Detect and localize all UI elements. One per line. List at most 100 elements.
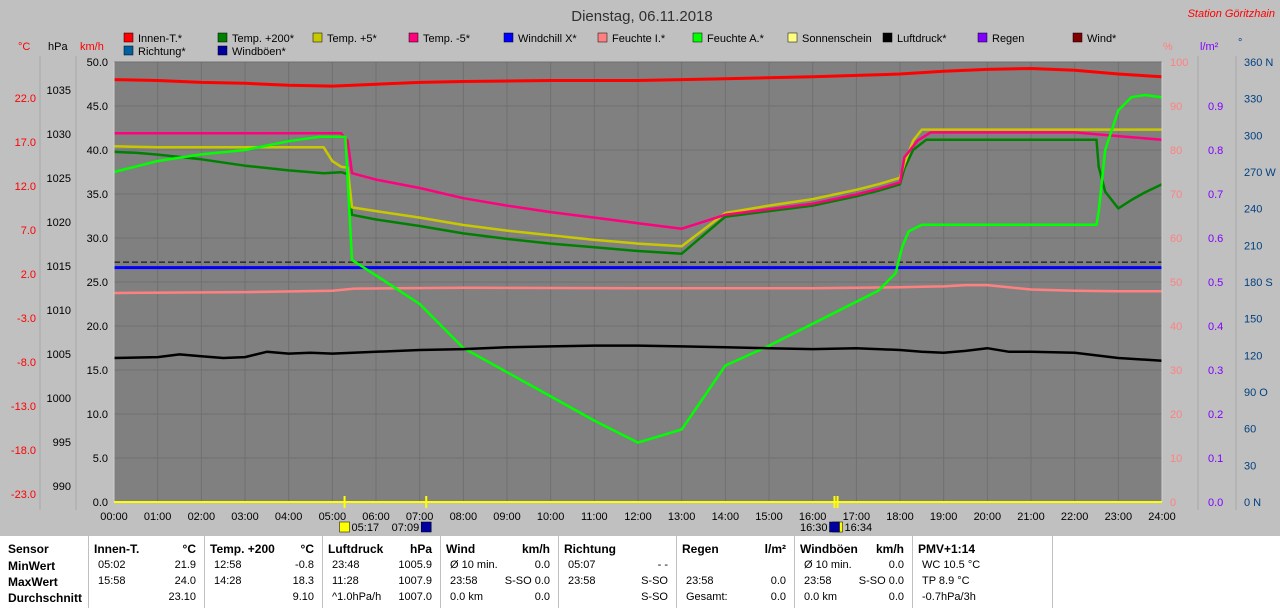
x-tick-label: 20:00 bbox=[974, 511, 1002, 523]
legend-label: Feuchte A.* bbox=[707, 33, 765, 45]
pressure-axis-tick: 1025 bbox=[47, 173, 71, 185]
x-tick-label: 09:00 bbox=[493, 511, 521, 523]
temp-axis-tick: -23.0 bbox=[11, 489, 36, 501]
legend-label: Regen bbox=[992, 33, 1024, 45]
stats-cell-value: -0.8 bbox=[295, 559, 314, 571]
stats-column: Richtung 05:07 - - 23:58 S-SO S-SO bbox=[558, 536, 677, 608]
legend-swatch bbox=[503, 32, 514, 43]
temp-axis-tick: -18.0 bbox=[11, 445, 36, 457]
sunset-icon bbox=[420, 521, 432, 533]
stats-cell-value: 0.0 bbox=[888, 559, 904, 571]
legend-label: Luftdruck* bbox=[897, 33, 947, 45]
legend-swatch bbox=[692, 32, 703, 43]
rain-axis-tick: 0.3 bbox=[1208, 365, 1223, 377]
x-tick-label: 02:00 bbox=[188, 511, 216, 523]
legend-swatch bbox=[787, 32, 798, 43]
direction-axis-tick: 30 bbox=[1244, 460, 1256, 472]
x-tick-label: 07:00 bbox=[406, 511, 434, 523]
direction-axis-tick: 90 O bbox=[1244, 387, 1268, 399]
stats-column: Windböen km/h Ø 10 min. 0.0 23:58 S-SO 0.0 0.0… bbox=[794, 536, 913, 608]
stats-cell-value: S-SO bbox=[641, 591, 668, 603]
sunset-icon bbox=[829, 521, 840, 533]
stats-column-title: Regen bbox=[682, 542, 719, 556]
stats-column-title: Wind bbox=[446, 542, 476, 556]
stats-cell-time: 23:58 bbox=[450, 575, 478, 587]
stats-cell-value: 18.3 bbox=[292, 575, 314, 587]
direction-axis-tick: 180 S bbox=[1244, 277, 1273, 289]
x-tick-label: 10:00 bbox=[537, 511, 565, 523]
legend-label: Feuchte I.* bbox=[612, 33, 666, 45]
temp-axis-tick: 17.0 bbox=[15, 137, 36, 149]
stats-cell-time: 11:28 bbox=[332, 575, 359, 587]
stats-column-unit: hPa bbox=[409, 542, 432, 556]
legend-swatch bbox=[123, 45, 134, 56]
legend-label: Wind* bbox=[1087, 33, 1117, 45]
legend-label: Innen-T.* bbox=[138, 33, 183, 45]
row-label-avg: Durchschnitt bbox=[8, 591, 83, 605]
x-tick-label: 23:00 bbox=[1105, 511, 1133, 523]
rain-axis-tick: 0.1 bbox=[1208, 453, 1223, 465]
stats-cell-value: 1005.9 bbox=[398, 559, 432, 571]
stats-cell-time: WC 10.5 °C bbox=[922, 559, 981, 571]
stats-cell-time: 15:58 bbox=[98, 575, 126, 587]
humidity-axis-tick: 20 bbox=[1170, 409, 1182, 421]
series-group bbox=[113, 67, 1163, 444]
direction-axis-tick: 330 bbox=[1244, 94, 1262, 106]
series-line-0 bbox=[113, 67, 1163, 88]
stats-cell-time: TP 8.9 °C bbox=[922, 575, 970, 587]
pressure-unit: hPa bbox=[48, 41, 68, 53]
series-line-1 bbox=[113, 138, 1163, 255]
sunrise-icon bbox=[339, 521, 350, 533]
x-tick-label: 21:00 bbox=[1017, 511, 1045, 523]
stats-cell-time: 23:58 bbox=[804, 575, 832, 587]
x-tick-label: 17:00 bbox=[843, 511, 871, 523]
temp-axis-tick: 22.0 bbox=[15, 93, 36, 105]
series-line-5 bbox=[113, 283, 1162, 295]
stats-column-unit: °C bbox=[300, 542, 314, 556]
series-line-7 bbox=[113, 344, 1163, 362]
direction-axis-tick: 150 bbox=[1244, 314, 1262, 326]
x-tick-label: 22:00 bbox=[1061, 511, 1089, 523]
stats-column-unit: km/h bbox=[875, 542, 904, 556]
rain-axis-tick: 0.2 bbox=[1208, 409, 1223, 421]
weather-chart: 22.0 17.0 12.0 7.0 2.0 -3.0 -8.0 -13.0 -18.0 -23.… bbox=[11, 8, 1276, 534]
humidity-axis-tick: 70 bbox=[1170, 189, 1182, 201]
x-tick-label: 05:00 bbox=[319, 511, 347, 523]
stats-column-title: Richtung bbox=[564, 542, 616, 556]
legend-swatch bbox=[217, 45, 228, 56]
statistics-table: Sensor MinWert MaxWert Durchschnitt Inne… bbox=[0, 536, 1280, 608]
direction-axis-tick: 360 N bbox=[1244, 57, 1273, 69]
stats-cell-time: 14:28 bbox=[214, 575, 242, 587]
direction-axis-tick: 0 N bbox=[1244, 497, 1261, 509]
stats-cell-value: S-SO 0.0 bbox=[858, 575, 904, 587]
legend-label: Richtung* bbox=[138, 46, 186, 58]
stats-column-title: Temp. +200 bbox=[210, 542, 275, 556]
direction-axis-tick: 240 bbox=[1244, 204, 1262, 216]
stats-cell-value: S-SO 0.0 bbox=[504, 575, 550, 587]
humidity-axis-tick: 10 bbox=[1170, 453, 1182, 465]
humidity-unit: % bbox=[1163, 41, 1173, 53]
pressure-axis-tick: 1010 bbox=[47, 305, 71, 317]
x-tick-label: 04:00 bbox=[275, 511, 303, 523]
stats-column: Wind km/h Ø 10 min. 0.0 23:58 S-SO 0.0 0.0 km 0… bbox=[440, 536, 559, 608]
stats-cell-time: 12:58 bbox=[214, 559, 242, 571]
stats-cell-value: 0.0 bbox=[534, 559, 550, 571]
legend-swatch bbox=[597, 32, 608, 43]
stats-cell-time: 0.0 km bbox=[450, 591, 484, 603]
row-label-sensor: Sensor bbox=[8, 542, 49, 556]
pressure-axis-tick: 990 bbox=[53, 481, 71, 493]
x-tick-label: 16:00 bbox=[799, 511, 827, 523]
stats-cell-time: -0.7hPa/3h bbox=[922, 591, 976, 603]
temp-unit: °C bbox=[18, 41, 30, 53]
legend-swatch bbox=[312, 32, 323, 43]
pressure-axis-tick: 1035 bbox=[47, 85, 71, 97]
stats-column: Innen-T. °C 05:02 21.9 15:58 24.0 23.10 bbox=[88, 536, 205, 608]
x-tick-label: 11:00 bbox=[581, 511, 608, 523]
stats-column-title: PMV+1:14 bbox=[918, 542, 976, 556]
humidity-axis-tick: 60 bbox=[1170, 233, 1182, 245]
series-line-2 bbox=[113, 128, 1162, 248]
direction-axis-tick: 270 W bbox=[1244, 167, 1276, 179]
x-tick-label: 03:00 bbox=[231, 511, 259, 523]
wind-axis-tick: 35.0 bbox=[87, 189, 108, 201]
stats-cell-value: 23.10 bbox=[168, 591, 196, 603]
